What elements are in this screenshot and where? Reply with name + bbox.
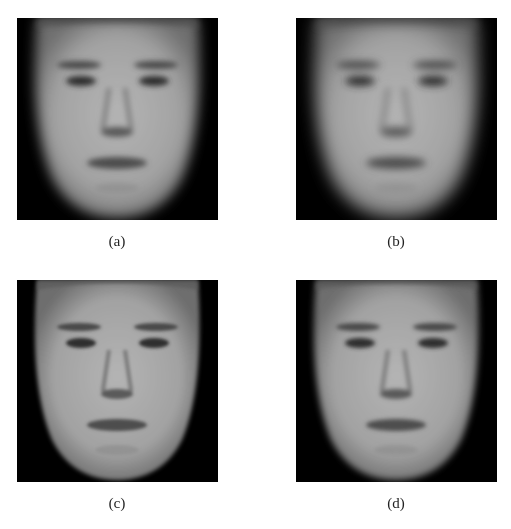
face-features [316, 18, 477, 193]
right-brow [413, 61, 457, 69]
mouth [366, 157, 426, 169]
hairline [316, 280, 477, 290]
face-features [316, 280, 477, 455]
nostrils [380, 389, 412, 399]
face-image [313, 18, 479, 218]
hairline [37, 18, 198, 28]
panel-label: (d) [387, 496, 405, 512]
face-panel [296, 280, 497, 482]
nostrils [101, 127, 133, 137]
left-eye [66, 76, 96, 86]
face-features [37, 280, 198, 455]
face-panel [17, 18, 218, 220]
right-eye [139, 76, 169, 86]
face-image [313, 280, 479, 480]
face-panel [296, 18, 497, 220]
left-brow [336, 323, 380, 331]
right-eye [139, 338, 169, 348]
right-brow [134, 61, 178, 69]
hairline [37, 280, 198, 290]
nostrils [380, 127, 412, 137]
chin-shadow [95, 445, 139, 455]
left-brow [336, 61, 380, 69]
panel-label: (a) [109, 234, 126, 250]
left-brow [57, 61, 101, 69]
chin-shadow [95, 183, 139, 193]
face-image [34, 18, 200, 218]
left-eye [66, 338, 96, 348]
mouth [366, 419, 426, 431]
left-eye [345, 76, 375, 86]
right-brow [134, 323, 178, 331]
mouth [87, 157, 147, 169]
chin-shadow [374, 183, 418, 193]
face-panel [17, 280, 218, 482]
face-features [37, 18, 198, 193]
nostrils [101, 389, 133, 399]
panel-label: (c) [109, 496, 126, 512]
right-eye [418, 338, 448, 348]
face-image [34, 280, 200, 480]
panel-label: (b) [387, 234, 405, 250]
left-brow [57, 323, 101, 331]
mouth [87, 419, 147, 431]
chin-shadow [374, 445, 418, 455]
left-eye [345, 338, 375, 348]
hairline [316, 18, 477, 28]
right-eye [418, 76, 448, 86]
right-brow [413, 323, 457, 331]
